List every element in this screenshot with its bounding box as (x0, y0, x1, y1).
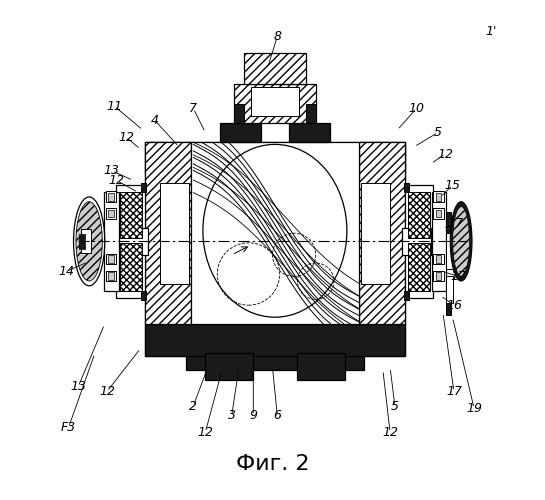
Bar (244, 53, 306, 84)
Bar (433, 192, 444, 202)
Text: 17: 17 (448, 217, 464, 230)
Bar (141, 183, 146, 192)
Bar (106, 192, 117, 202)
Bar (117, 185, 146, 298)
Bar (446, 303, 451, 315)
Text: 12: 12 (108, 174, 124, 187)
Text: F3: F3 (61, 421, 76, 434)
Text: 7: 7 (189, 102, 197, 115)
Text: 19: 19 (466, 402, 482, 415)
Bar (404, 291, 409, 300)
Bar (404, 183, 409, 192)
Text: 5: 5 (391, 400, 399, 412)
Bar (359, 142, 404, 324)
Text: 17: 17 (446, 385, 462, 398)
Text: 6: 6 (273, 409, 281, 422)
Text: 12: 12 (197, 426, 213, 439)
Bar (106, 254, 117, 264)
Bar (146, 324, 404, 356)
Ellipse shape (453, 206, 470, 276)
Bar (146, 142, 404, 173)
Bar (408, 192, 430, 238)
Text: 5: 5 (434, 126, 442, 139)
Bar (404, 185, 433, 298)
Bar (306, 104, 316, 123)
Bar (408, 243, 430, 291)
Bar (186, 353, 364, 370)
Bar (433, 208, 444, 219)
Bar (105, 192, 119, 291)
Bar (108, 272, 114, 280)
Bar (361, 183, 390, 284)
Bar (234, 104, 244, 123)
Text: 1': 1' (485, 25, 496, 38)
Bar (446, 233, 453, 269)
Bar (205, 353, 253, 380)
Bar (78, 234, 86, 249)
Bar (108, 193, 114, 200)
Text: 4: 4 (151, 114, 159, 127)
Bar (160, 183, 189, 284)
Bar (402, 228, 431, 255)
Ellipse shape (76, 202, 102, 281)
Bar (432, 192, 446, 291)
Bar (446, 276, 453, 303)
Bar (435, 272, 441, 280)
Bar (120, 243, 142, 291)
Bar (251, 87, 299, 116)
Text: Фиг. 2: Фиг. 2 (236, 454, 309, 473)
Text: 12: 12 (382, 426, 398, 439)
Bar (108, 256, 114, 263)
Bar (106, 270, 117, 281)
Text: 12: 12 (437, 148, 453, 160)
Text: 13: 13 (70, 380, 86, 394)
Bar (141, 291, 146, 300)
Bar (146, 142, 191, 324)
Bar (433, 270, 444, 281)
Bar (234, 84, 316, 123)
Ellipse shape (74, 197, 105, 286)
Text: 13: 13 (104, 164, 120, 177)
Bar (191, 142, 359, 324)
Ellipse shape (450, 202, 472, 281)
Text: 2: 2 (189, 400, 197, 412)
Bar (120, 192, 142, 238)
Text: 9: 9 (249, 409, 257, 422)
Text: 8: 8 (273, 30, 281, 43)
Bar (296, 353, 344, 380)
Bar (108, 210, 114, 218)
Bar (446, 212, 451, 233)
Bar (435, 256, 441, 263)
Text: 17: 17 (451, 270, 467, 283)
Bar (106, 208, 117, 219)
Text: 3: 3 (228, 409, 235, 422)
Text: 16: 16 (446, 298, 462, 312)
Bar (435, 193, 441, 200)
Bar (220, 123, 261, 142)
Bar (433, 254, 444, 264)
Bar (146, 142, 191, 356)
Text: 10: 10 (409, 102, 425, 115)
Text: 12: 12 (99, 385, 115, 398)
Bar (81, 230, 91, 254)
Text: 11: 11 (106, 100, 122, 112)
Bar (359, 142, 404, 356)
Bar (107, 228, 148, 255)
Text: 12: 12 (118, 130, 134, 143)
Text: 14: 14 (58, 265, 74, 278)
Bar (435, 210, 441, 218)
Bar (289, 123, 330, 142)
Text: 15: 15 (445, 178, 461, 192)
